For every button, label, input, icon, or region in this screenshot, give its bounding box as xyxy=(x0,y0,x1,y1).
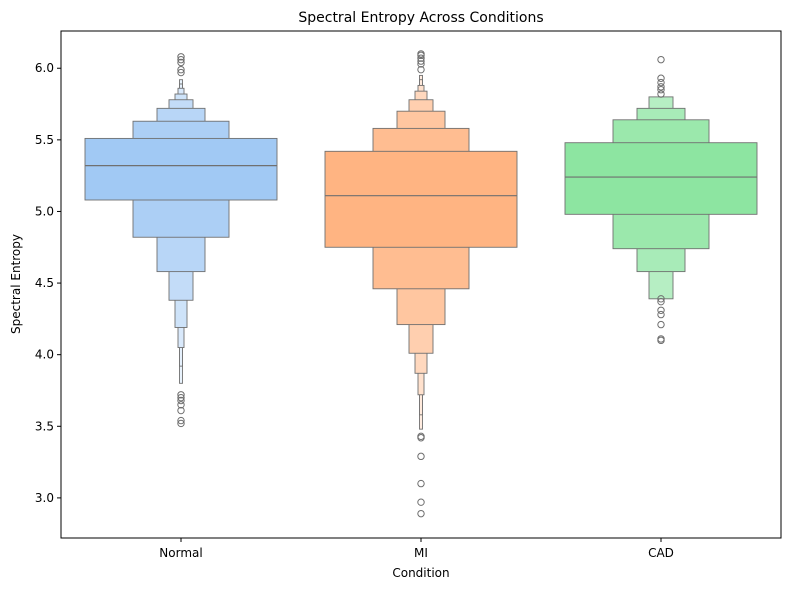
outlier-point xyxy=(417,65,425,74)
outlier-point xyxy=(177,419,185,428)
outlier-point xyxy=(177,416,185,425)
x-axis-title: Condition xyxy=(392,566,449,580)
outlier-point xyxy=(657,55,665,64)
boxen-normal xyxy=(84,53,278,428)
y-tick-label: 4.0 xyxy=(35,348,54,362)
outlier-point xyxy=(417,479,425,488)
outlier-point xyxy=(657,336,665,345)
outlier-point xyxy=(177,53,185,61)
outlier-point xyxy=(177,65,185,74)
outlier-point xyxy=(177,396,185,405)
outlier-point xyxy=(417,57,425,65)
outlier-point xyxy=(657,306,665,314)
y-tick-label: 3.0 xyxy=(35,491,54,505)
outlier-point xyxy=(417,509,425,518)
boxen-box xyxy=(564,142,758,215)
outlier-point xyxy=(177,393,185,402)
x-tick-label: CAD xyxy=(648,546,674,560)
outlier-point xyxy=(417,434,425,442)
outlier-point xyxy=(417,60,425,68)
outlier-point xyxy=(177,406,185,415)
outlier-point xyxy=(417,51,425,60)
x-tick-label: MI xyxy=(414,546,428,560)
outlier-point xyxy=(417,54,425,62)
x-tick-label: Normal xyxy=(159,546,202,560)
plot-area xyxy=(84,50,758,518)
outlier-point xyxy=(657,83,665,91)
y-tick-label: 6.0 xyxy=(35,61,54,75)
y-axis: 3.0 3.5 4.0 4.5 5.0 5.5 6.0 xyxy=(35,61,61,505)
y-tick-label: 4.5 xyxy=(35,276,54,290)
boxen-box xyxy=(324,150,518,248)
boxen-mi xyxy=(324,50,518,518)
y-tick-label: 5.0 xyxy=(35,204,54,218)
y-axis-title: Spectral Entropy xyxy=(9,234,23,334)
outlier-point xyxy=(657,297,665,306)
boxen-cad xyxy=(564,55,758,345)
y-tick-label: 3.5 xyxy=(35,419,54,433)
outlier-point xyxy=(657,295,665,303)
outlier-point xyxy=(177,391,185,399)
chart-title: Spectral Entropy Across Conditions xyxy=(298,10,543,26)
y-tick-label: 5.5 xyxy=(35,133,54,147)
outlier-point xyxy=(417,498,425,506)
outlier-point xyxy=(657,310,665,319)
outlier-point xyxy=(657,320,665,329)
boxen-box xyxy=(84,137,278,201)
outlier-point xyxy=(417,452,425,461)
outlier-point xyxy=(177,68,185,77)
x-axis: Normal MI CAD xyxy=(159,538,674,560)
outlier-point xyxy=(657,78,665,87)
outlier-point xyxy=(657,86,665,94)
outlier-point xyxy=(177,401,185,409)
outlier-point xyxy=(177,58,185,67)
outlier-point xyxy=(657,90,665,98)
outlier-point xyxy=(657,74,665,82)
outlier-point xyxy=(177,55,185,64)
